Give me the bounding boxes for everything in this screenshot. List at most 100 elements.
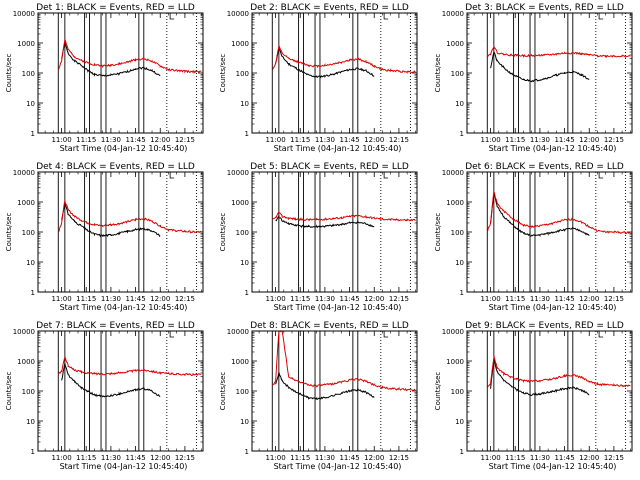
chart-title: Det 1: BLACK = Events, RED = LLD — [36, 3, 195, 13]
x-tick-label: 11:00 — [51, 454, 71, 462]
chart-panel-5: Det 5: BLACK = Events, RED = LLD Counts/s… — [219, 162, 418, 312]
x-tick-label: 12:00 — [150, 295, 170, 303]
series-line-events — [275, 372, 375, 401]
plot-area — [486, 355, 631, 397]
plot-frame — [37, 171, 204, 293]
y-tick-label: 10000 — [442, 328, 464, 336]
y-tick-label: 10000 — [13, 328, 35, 336]
x-tick-label: 11:00 — [480, 295, 500, 303]
marker-bracket — [598, 13, 604, 20]
chart-title: Det 6: BLACK = Events, RED = LLD — [465, 162, 624, 172]
x-tick-label: 11:30 — [315, 136, 335, 144]
y-tick-label: 10 — [455, 100, 464, 108]
x-axis-label: Start Time (04-Jan-12 10:45:40) — [274, 303, 402, 312]
x-tick-label: 12:15 — [389, 295, 409, 303]
plot-area — [57, 39, 202, 77]
chart-title: Det 7: BLACK = Events, RED = LLD — [36, 321, 195, 331]
y-tick-label: 1 — [245, 448, 249, 456]
chart-title: Det 5: BLACK = Events, RED = LLD — [250, 162, 409, 172]
y-tick-label: 100 — [236, 388, 249, 396]
plot-frame — [251, 330, 418, 452]
series-line-lld — [57, 39, 202, 74]
y-tick-label: 1000 — [231, 199, 249, 207]
chart-panel-4: Det 4: BLACK = Events, RED = LLD Counts/s… — [5, 162, 204, 312]
plot-area — [486, 191, 631, 238]
x-tick-label: 11:15 — [290, 136, 310, 144]
x-tick-label: 11:30 — [530, 454, 550, 462]
y-tick-label: 1 — [245, 289, 249, 297]
series-line-lld — [487, 45, 631, 59]
x-axis-label: Start Time (04-Jan-12 10:45:40) — [489, 303, 617, 312]
x-axis-label: Start Time (04-Jan-12 10:45:40) — [274, 144, 402, 153]
y-tick-label: 10000 — [442, 10, 464, 18]
y-tick-label: 1000 — [17, 199, 35, 207]
marker-bracket — [169, 172, 175, 179]
x-tick-label: 11:45 — [125, 454, 145, 462]
x-tick-label: 11:00 — [51, 136, 71, 144]
series-line-events — [490, 50, 590, 83]
y-axis-label: Counts/sec — [434, 372, 442, 411]
x-tick-label: 12:15 — [604, 136, 624, 144]
series-line-lld — [272, 45, 416, 75]
y-tick-label: 100 — [22, 229, 35, 237]
y-tick-label: 10 — [26, 259, 35, 267]
x-tick-label: 11:45 — [125, 136, 145, 144]
series-line-events — [490, 193, 590, 238]
x-tick-label: 11:00 — [265, 454, 285, 462]
x-axis-label: Start Time (04-Jan-12 10:45:40) — [489, 462, 617, 471]
x-tick-label: 11:15 — [76, 136, 96, 144]
x-tick-label: 11:00 — [480, 136, 500, 144]
plot-frame — [251, 12, 418, 134]
y-tick-label: 10000 — [442, 169, 464, 177]
plot-area — [271, 331, 416, 401]
series-line-events — [61, 363, 161, 398]
chart-title: Det 4: BLACK = Events, RED = LLD — [36, 162, 195, 172]
x-tick-label: 12:00 — [364, 295, 384, 303]
chart-title: Det 8: BLACK = Events, RED = LLD — [250, 321, 409, 331]
x-axis-label: Start Time (04-Jan-12 10:45:40) — [274, 462, 402, 471]
x-tick-label: 11:45 — [339, 295, 359, 303]
chart-panel-1: Det 1: BLACK = Events, RED = LLD Counts/s… — [5, 3, 204, 153]
x-tick-label: 11:15 — [505, 136, 525, 144]
y-tick-label: 1 — [31, 289, 35, 297]
x-tick-label: 12:00 — [579, 454, 599, 462]
x-tick-label: 12:15 — [175, 136, 195, 144]
marker-bracket — [598, 331, 604, 338]
x-tick-label: 12:15 — [175, 454, 195, 462]
y-tick-label: 1000 — [17, 358, 35, 366]
x-tick-label: 11:15 — [290, 454, 310, 462]
y-tick-label: 1 — [31, 130, 35, 138]
y-tick-label: 10000 — [227, 10, 249, 18]
y-tick-label: 1 — [245, 130, 249, 138]
x-tick-label: 11:30 — [530, 295, 550, 303]
chart-panel-8: Det 8: BLACK = Events, RED = LLD Counts/s… — [219, 321, 418, 471]
series-line-lld — [271, 210, 416, 222]
y-tick-label: 1 — [460, 130, 464, 138]
y-axis-label: Counts/sec — [5, 54, 13, 93]
x-tick-label: 11:30 — [315, 454, 335, 462]
chart-panel-2: Det 2: BLACK = Events, RED = LLD Counts/s… — [219, 3, 418, 153]
plot-frame — [251, 171, 418, 293]
y-tick-label: 100 — [22, 70, 35, 78]
y-tick-label: 10 — [240, 100, 249, 108]
series-line-events — [61, 202, 161, 238]
y-axis-label: Counts/sec — [5, 213, 13, 252]
y-tick-label: 10000 — [13, 10, 35, 18]
chart-panel-9: Det 9: BLACK = Events, RED = LLD Counts/s… — [434, 321, 633, 471]
chart-panel-7: Det 7: BLACK = Events, RED = LLD Counts/s… — [5, 321, 204, 471]
marker-bracket — [169, 13, 175, 20]
y-tick-label: 10 — [26, 100, 35, 108]
series-line-events — [275, 214, 375, 229]
chart-panel-6: Det 6: BLACK = Events, RED = LLD Counts/s… — [434, 162, 633, 312]
plot-area — [271, 210, 416, 229]
x-tick-label: 11:45 — [554, 136, 574, 144]
chart-title: Det 2: BLACK = Events, RED = LLD — [250, 3, 409, 13]
y-tick-label: 10 — [455, 259, 464, 267]
x-tick-label: 12:00 — [150, 136, 170, 144]
plot-frame — [37, 330, 204, 452]
x-axis-label: Start Time (04-Jan-12 10:45:40) — [60, 303, 188, 312]
x-tick-label: 11:15 — [505, 454, 525, 462]
y-tick-label: 1000 — [231, 358, 249, 366]
y-axis-label: Counts/sec — [434, 213, 442, 252]
